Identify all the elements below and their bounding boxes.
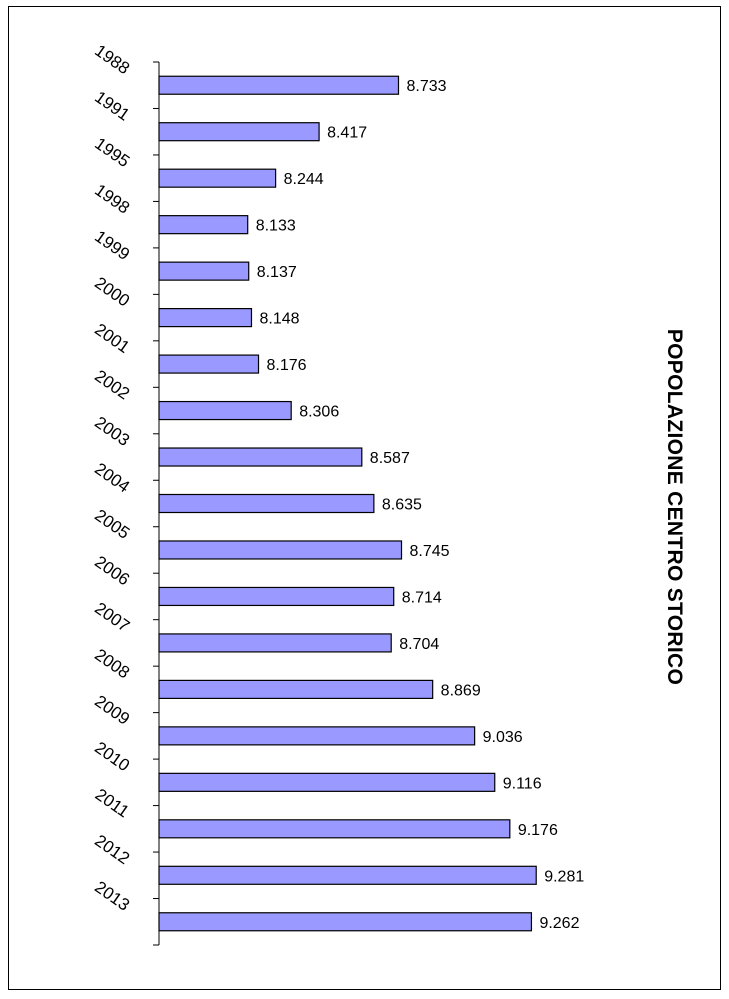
data-label-2009: 9.036 bbox=[483, 729, 523, 746]
data-label-2000: 8.148 bbox=[259, 311, 299, 328]
bar-2004 bbox=[158, 493, 375, 514]
category-label-2002: 2002 bbox=[91, 366, 133, 403]
bar-2011 bbox=[158, 819, 511, 839]
data-label-2001: 8.176 bbox=[267, 357, 307, 374]
bar-2009 bbox=[158, 726, 476, 746]
category-label-1999: 1999 bbox=[91, 227, 133, 264]
bar-2008 bbox=[158, 679, 434, 699]
category-label-2005: 2005 bbox=[91, 506, 133, 543]
bar-1991 bbox=[158, 122, 320, 142]
data-label-2010: 9.116 bbox=[503, 775, 542, 792]
bar-1999 bbox=[158, 261, 250, 281]
data-label-2012: 9.281 bbox=[544, 868, 584, 885]
bar-1998 bbox=[158, 215, 249, 235]
data-label-2008: 8.869 bbox=[441, 682, 481, 699]
category-label-1995: 1995 bbox=[91, 134, 133, 171]
category-label-2007: 2007 bbox=[91, 599, 133, 636]
bar-2012 bbox=[158, 865, 537, 885]
data-label-1988: 8.733 bbox=[406, 78, 446, 95]
data-label-1998: 8.133 bbox=[256, 218, 296, 235]
bar-2001 bbox=[158, 354, 260, 374]
bar-2010 bbox=[158, 772, 496, 792]
category-label-2010: 2010 bbox=[91, 738, 133, 775]
data-label-2011: 9.176 bbox=[518, 822, 558, 839]
category-label-2013: 2013 bbox=[91, 877, 133, 914]
category-label-2001: 2001 bbox=[91, 320, 133, 357]
category-label-2008: 2008 bbox=[91, 645, 133, 682]
bar-2013 bbox=[158, 912, 533, 932]
category-label-2012: 2012 bbox=[91, 831, 133, 868]
data-label-2007: 8.704 bbox=[399, 636, 439, 653]
category-label-1998: 1998 bbox=[91, 180, 133, 217]
data-label-1991: 8.417 bbox=[327, 125, 367, 142]
bar-1995 bbox=[158, 168, 277, 188]
category-label-2004: 2004 bbox=[91, 459, 133, 496]
tick-marks bbox=[153, 61, 159, 946]
data-label-1999: 8.137 bbox=[257, 264, 297, 281]
data-label-2002: 8.306 bbox=[299, 404, 339, 421]
data-label-2013: 9.262 bbox=[539, 915, 579, 932]
chart-svg: 1988 1991 1995 1998 1999 2000 2001 2002 2003 2004… bbox=[91, 41, 686, 946]
data-label-2003: 8.587 bbox=[370, 450, 410, 467]
data-labels: 8.733 8.417 8.244 8.133 8.137 8.148 8.176 8.306… bbox=[256, 78, 585, 932]
data-label-2005: 8.745 bbox=[410, 543, 450, 560]
bar-2000 bbox=[158, 308, 253, 328]
bar-2003 bbox=[158, 447, 363, 467]
bar-2002 bbox=[158, 400, 292, 421]
category-label-2006: 2006 bbox=[91, 552, 133, 589]
data-label-2006: 8.714 bbox=[402, 589, 442, 606]
bar-2005 bbox=[158, 540, 403, 560]
category-label-1991: 1991 bbox=[91, 87, 133, 124]
category-labels: 1988 1991 1995 1998 1999 2000 2001 2002 2003 2004… bbox=[91, 41, 133, 915]
bars bbox=[158, 75, 537, 932]
category-label-2000: 2000 bbox=[91, 273, 133, 310]
bar-2006 bbox=[158, 586, 395, 607]
category-label-2003: 2003 bbox=[91, 413, 133, 450]
chart-title: POPOLAZIONE CENTRO STORICO bbox=[663, 329, 686, 685]
bar-2007 bbox=[158, 633, 392, 653]
category-label-2009: 2009 bbox=[91, 691, 133, 728]
chart-frame: 1988 1991 1995 1998 1999 2000 2001 2002 2003 2004… bbox=[8, 6, 721, 990]
data-label-2004: 8.635 bbox=[382, 497, 422, 514]
bar-1988 bbox=[158, 75, 400, 95]
category-label-1988: 1988 bbox=[91, 41, 133, 78]
data-label-1995: 8.244 bbox=[284, 171, 324, 188]
category-label-2011: 2011 bbox=[92, 785, 133, 822]
